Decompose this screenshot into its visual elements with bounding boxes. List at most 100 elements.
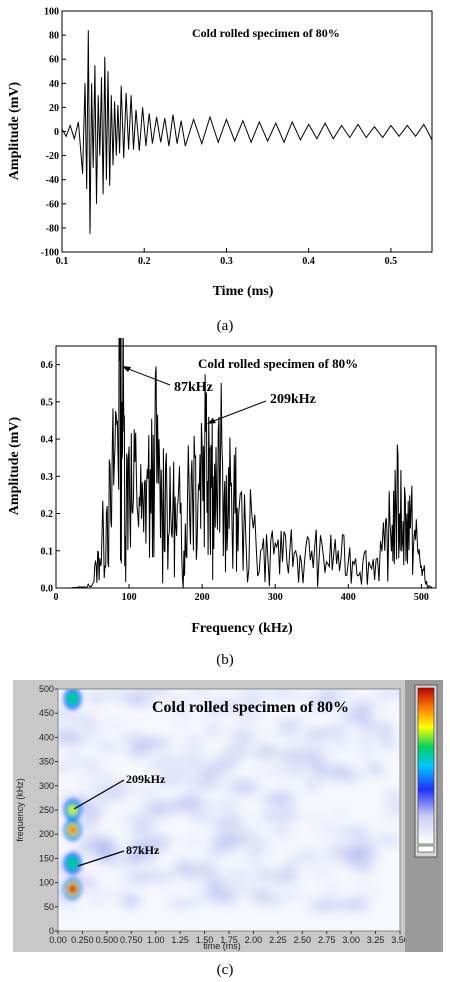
y-axis-ticks: 0.0 0.1 0.2 0.3 0.4 0.5 0.6 — [41, 360, 60, 595]
noise-blob — [183, 808, 198, 815]
noise-blob — [131, 785, 157, 795]
y-axis-ticks: 100 80 60 40 20 0 -20 -40 -60 -80 -100 — [41, 7, 66, 259]
x-tick-label: 0.250 — [71, 935, 94, 945]
x-tick-label: 2.00 — [245, 935, 263, 945]
y-tick-label: 50 — [44, 902, 54, 912]
annotation-209khz: 209kHz — [126, 772, 166, 786]
x-axis-title: time (ms) — [203, 941, 241, 951]
noise-blob — [144, 870, 171, 877]
noise-blob — [351, 718, 379, 724]
noise-blob — [291, 692, 313, 697]
noise-blob — [229, 864, 244, 869]
noise-blob — [182, 837, 202, 846]
noise-blob — [380, 738, 397, 748]
noise-blob — [366, 768, 382, 773]
noise-blob — [335, 689, 356, 698]
noise-blob — [277, 882, 297, 887]
noise-blob — [334, 776, 365, 781]
noise-blob — [92, 789, 115, 797]
noise-blob — [283, 855, 307, 865]
noise-blob — [318, 689, 336, 695]
x-tick-label: 0.3 — [220, 256, 233, 267]
noise-blob — [300, 732, 317, 738]
x-tick-label: 3.25 — [367, 935, 385, 945]
spectrogram-noise — [58, 689, 400, 910]
x-axis-title: Time (ms) — [213, 284, 274, 299]
x-tick-label: 0.4 — [302, 256, 315, 267]
noise-blob — [254, 898, 286, 904]
noise-blob — [373, 694, 395, 700]
x-tick-label: 0.500 — [96, 935, 119, 945]
noise-blob — [267, 689, 297, 697]
colorbar-slider[interactable] — [417, 845, 435, 853]
noise-blob — [148, 765, 174, 773]
noise-blob — [107, 689, 121, 697]
noise-blob — [337, 827, 367, 832]
x-axis-ticks: 0.1 0.2 0.3 0.4 0.5 — [56, 248, 397, 267]
noise-blob — [381, 689, 400, 694]
y-tick-label: 450 — [39, 708, 54, 718]
noise-blob — [176, 752, 208, 762]
noise-blob — [124, 897, 140, 907]
noise-blob — [206, 726, 221, 735]
noise-blob — [362, 834, 384, 840]
noise-blob — [353, 886, 380, 894]
noise-blob — [278, 892, 306, 899]
chart-title: Cold rolled specimen of 80% — [152, 699, 349, 716]
y-axis-title: Amplitude (mV) — [7, 81, 22, 180]
noise-blob — [225, 873, 248, 880]
noise-blob — [107, 745, 122, 752]
x-tick-label: 0.750 — [120, 935, 143, 945]
noise-blob — [236, 714, 262, 720]
noise-blob — [337, 712, 369, 722]
x-tick-label: 400 — [341, 592, 356, 603]
noise-blob — [116, 875, 145, 883]
x-tick-label: 500 — [414, 592, 429, 603]
series-line — [61, 30, 433, 234]
noise-blob — [320, 885, 340, 893]
annotation-arrow-87khz — [125, 367, 171, 386]
hotspot-level — [67, 857, 78, 870]
y-tick-label: 0.2 — [41, 509, 54, 520]
noise-blob — [386, 801, 400, 809]
noise-blob — [354, 736, 377, 747]
noise-blob — [239, 735, 257, 741]
noise-blob — [273, 872, 300, 880]
noise-blob — [333, 739, 348, 749]
series-line — [70, 338, 433, 590]
noise-blob — [143, 876, 176, 882]
noise-blob — [340, 859, 363, 866]
noise-blob — [140, 801, 167, 809]
x-tick-label: 0.00 — [49, 935, 67, 945]
y-tick-label: 0.3 — [41, 472, 54, 483]
y-tick-label: 0 — [54, 127, 59, 138]
noise-blob — [274, 823, 290, 834]
annotation-arrow-209khz — [73, 779, 125, 810]
x-tick-label: 1.75 — [220, 935, 238, 945]
noise-blob — [313, 827, 341, 832]
noise-blob — [72, 717, 91, 723]
noise-blob — [79, 839, 110, 849]
noise-blob — [212, 842, 241, 852]
noise-blob — [173, 865, 191, 876]
noise-blob — [313, 765, 326, 775]
y-tick-label: 0.5 — [41, 397, 54, 408]
y-tick-label: 300 — [39, 781, 54, 791]
noise-blob — [73, 736, 87, 744]
x-tick-label: 0.5 — [385, 256, 398, 267]
annotation-209khz: 209kHz — [270, 392, 316, 407]
x-tick-label: 1.25 — [171, 935, 189, 945]
y-tick-label: -60 — [46, 199, 59, 210]
noise-blob — [176, 760, 204, 767]
noise-blob — [274, 722, 297, 733]
noise-blob — [234, 689, 266, 694]
noise-blob — [347, 853, 378, 861]
y-tick-label: 200 — [39, 829, 54, 839]
noise-blob — [123, 815, 150, 822]
noise-blob — [205, 881, 220, 890]
noise-blob — [100, 859, 128, 866]
x-tick-label: 1.00 — [147, 935, 165, 945]
noise-blob — [291, 765, 304, 776]
noise-blob — [236, 885, 267, 895]
